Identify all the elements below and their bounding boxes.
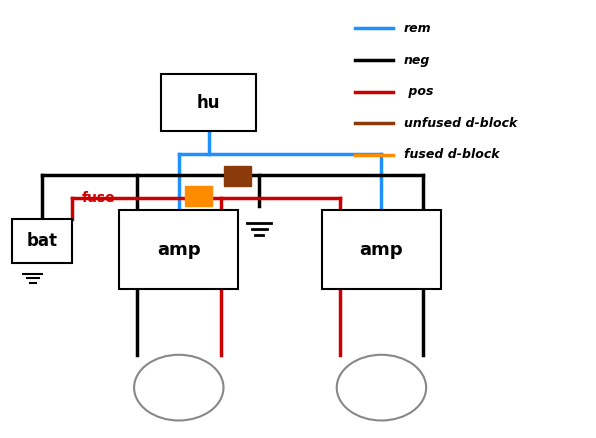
Text: amp: amp [157,240,201,259]
Text: bat: bat [26,232,57,250]
Bar [185,186,212,206]
Text: fuse: fuse [82,191,116,205]
Text: rem: rem [404,22,432,35]
Text: hu: hu [197,94,221,112]
Text: pos: pos [404,85,433,98]
Bar [322,210,441,289]
Text: fused d-block: fused d-block [404,148,499,161]
Bar [119,210,238,289]
Text: neg: neg [404,53,430,67]
Bar [161,74,256,131]
Bar [12,219,72,263]
Text: amp: amp [359,240,403,259]
Bar [224,166,251,186]
Text: unfused d-block: unfused d-block [404,117,517,130]
